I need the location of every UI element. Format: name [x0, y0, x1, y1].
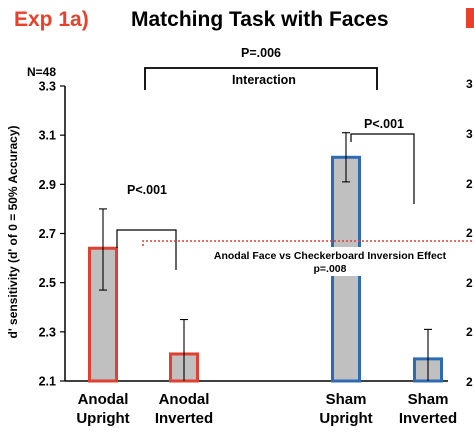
x-category-label: Sham: [326, 391, 367, 408]
y-ticks: 3.3 3.1 2.9 2.7 2.5 2.3 2.1: [39, 80, 65, 389]
cropped-neighbor-axis: 3 3 2 2 2 2 2: [466, 77, 473, 389]
x-category-label: Anodal: [159, 391, 210, 408]
effect-label: Anodal Face vs Checkerboard Inversion Ef…: [214, 250, 447, 262]
y-tick-label: 3.3: [39, 80, 56, 94]
cropped-neighbor-tick: 2: [466, 226, 473, 240]
sham-p-value: P<.001: [364, 117, 404, 131]
title-prefix: Exp 1a): [14, 8, 89, 31]
effect-label-background: [198, 247, 462, 276]
annotations: P=.006 Interaction P<.001 P<.001 Anodal …: [116, 46, 474, 276]
y-tick-label: 2.5: [39, 276, 56, 290]
interaction-label: Interaction: [232, 73, 296, 87]
x-category-label: Sham: [408, 391, 449, 408]
anodal-p-value: P<.001: [127, 183, 167, 197]
cropped-neighbor-tick: 2: [466, 177, 473, 191]
x-category-label: Upright: [319, 410, 372, 427]
sample-size-label: N=48: [27, 65, 56, 79]
x-category-label: Inverted: [399, 410, 457, 427]
x-category-label: Anodal: [78, 391, 129, 408]
effect-dotted-line: [142, 240, 474, 246]
sham-bracket: [350, 133, 415, 204]
effect-p-value: p=.008: [314, 263, 347, 275]
cropped-neighbor-tick: 2: [466, 276, 473, 290]
y-tick-label: 2.3: [39, 325, 56, 339]
cut-off-title-fragment: [466, 8, 474, 28]
chart-title: Matching Task with Faces: [131, 8, 389, 31]
interaction-bracket: [144, 67, 378, 90]
y-axis-label: d' sensitivity (d' of 0 = 50% Accuracy): [6, 125, 20, 338]
y-tick-label: 2.7: [39, 227, 56, 241]
y-tick-label: 2.9: [39, 178, 56, 192]
cropped-neighbor-tick: 2: [466, 375, 473, 389]
x-category-label: Upright: [76, 410, 129, 427]
cropped-neighbor-tick: 3: [466, 127, 473, 141]
error-bars: [99, 132, 432, 381]
anodal-bracket: [116, 229, 177, 270]
interaction-p-value: P=.006: [241, 46, 281, 60]
x-category-label: Inverted: [155, 410, 213, 427]
cropped-neighbor-tick: 2: [466, 325, 473, 339]
y-tick-label: 2.1: [39, 375, 56, 389]
y-tick-label: 3.1: [39, 129, 56, 143]
cropped-neighbor-tick: 3: [466, 77, 473, 91]
x-labels: Anodal Upright Anodal Inverted Sham Upright Sh…: [76, 391, 457, 427]
